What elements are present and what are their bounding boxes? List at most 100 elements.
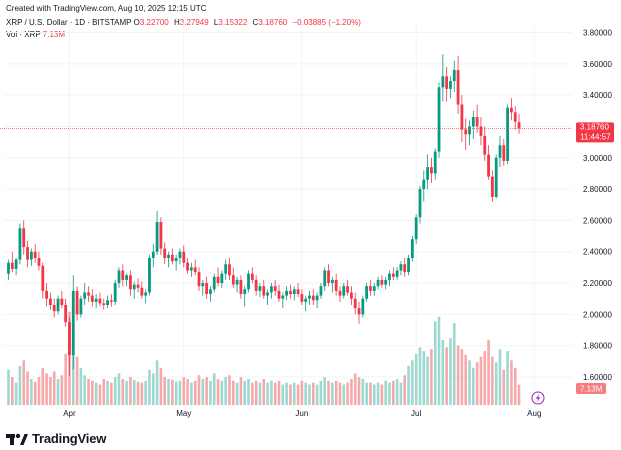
candle xyxy=(433,148,437,180)
candle xyxy=(125,273,129,287)
candle xyxy=(163,242,167,265)
candle xyxy=(33,243,37,263)
candle-body xyxy=(7,262,10,274)
volume-bar xyxy=(300,380,304,405)
volume-bar xyxy=(148,369,151,405)
volume-bar xyxy=(266,382,269,405)
countdown-value: 11:44:57 xyxy=(580,132,611,141)
candle xyxy=(285,286,289,301)
candle xyxy=(262,279,266,299)
volume-bar xyxy=(228,375,231,405)
candles xyxy=(7,54,521,376)
candle xyxy=(399,261,403,276)
candle-body xyxy=(311,295,315,301)
volume-bar xyxy=(83,375,86,405)
candle-body xyxy=(487,154,490,177)
candle-body xyxy=(464,129,468,135)
volume-bar xyxy=(37,377,41,405)
volume-bar xyxy=(334,380,338,405)
volume-bar xyxy=(327,380,330,405)
candle xyxy=(372,283,376,296)
lightning-icon[interactable] xyxy=(531,391,545,405)
last-price-value: 3.18760 xyxy=(580,122,609,131)
candle xyxy=(167,251,170,268)
volume-bar xyxy=(331,382,334,405)
volume-tag-value: 7.13M xyxy=(580,385,603,394)
candle xyxy=(376,276,380,290)
candle xyxy=(490,170,494,202)
candle xyxy=(189,262,193,277)
candle xyxy=(79,295,83,318)
candle-body xyxy=(426,167,429,180)
candle xyxy=(197,267,201,291)
candle xyxy=(449,76,452,99)
volume-bar xyxy=(475,362,479,405)
candle-body xyxy=(201,283,205,287)
volume-bar xyxy=(239,377,243,405)
symbol-title: XRP / U.S. Dollar · 1D · BITSTAMP xyxy=(6,18,132,27)
candle-body xyxy=(388,273,391,280)
volume-bar xyxy=(220,380,224,405)
candle xyxy=(266,289,269,305)
tradingview-logo-icon xyxy=(6,433,28,445)
candle-body xyxy=(281,295,285,299)
candle-body xyxy=(376,279,380,287)
volume-bar xyxy=(235,382,239,405)
candle-body xyxy=(216,276,220,284)
candle xyxy=(422,170,426,202)
volume-bar xyxy=(273,382,277,405)
volume-bar xyxy=(319,380,323,405)
volume-bar xyxy=(357,377,361,405)
candle-body xyxy=(182,251,186,263)
candle-body xyxy=(68,322,71,356)
candle-body xyxy=(342,286,346,296)
candle-body xyxy=(433,151,437,174)
candle xyxy=(517,114,521,134)
candle xyxy=(327,264,330,287)
candle xyxy=(109,294,113,307)
candle-body xyxy=(109,300,113,302)
volume-legend: Vol · XRP 7.13M xyxy=(6,30,68,39)
candle-body xyxy=(136,284,140,288)
volume-bar xyxy=(399,382,403,405)
volume-bar xyxy=(110,382,113,405)
candle xyxy=(228,258,231,280)
candle xyxy=(60,290,64,309)
volume-bar xyxy=(388,382,391,405)
candle-body xyxy=(517,122,521,129)
candle xyxy=(410,236,414,262)
volume-bar xyxy=(445,347,448,405)
candle xyxy=(186,258,189,274)
volume-bar xyxy=(7,369,10,405)
candle xyxy=(29,248,33,266)
candle-body xyxy=(178,251,182,259)
volume-bar xyxy=(262,378,266,405)
candle-body xyxy=(490,176,494,197)
candle xyxy=(247,270,250,293)
candle xyxy=(148,254,151,296)
time-tick-label: Aug xyxy=(527,409,541,418)
volume-bar xyxy=(289,384,292,405)
volume-bar xyxy=(315,384,319,405)
volume-bar xyxy=(433,321,437,405)
candle xyxy=(159,217,163,255)
volume-bar xyxy=(395,378,399,405)
candle xyxy=(102,298,106,310)
candle-body xyxy=(26,247,29,260)
candle-body xyxy=(117,270,121,284)
candle xyxy=(369,279,372,296)
candle-body xyxy=(323,270,327,287)
candle xyxy=(510,98,513,121)
candle xyxy=(49,292,52,310)
volume-bar xyxy=(449,338,452,405)
candle xyxy=(300,289,304,305)
candle-body xyxy=(494,157,498,197)
candle-body xyxy=(403,264,407,273)
candle xyxy=(445,66,449,102)
candle-body xyxy=(29,251,33,260)
candle xyxy=(129,270,132,296)
volume-bar xyxy=(498,349,502,405)
volume-bar xyxy=(487,339,490,405)
candle xyxy=(121,264,125,287)
